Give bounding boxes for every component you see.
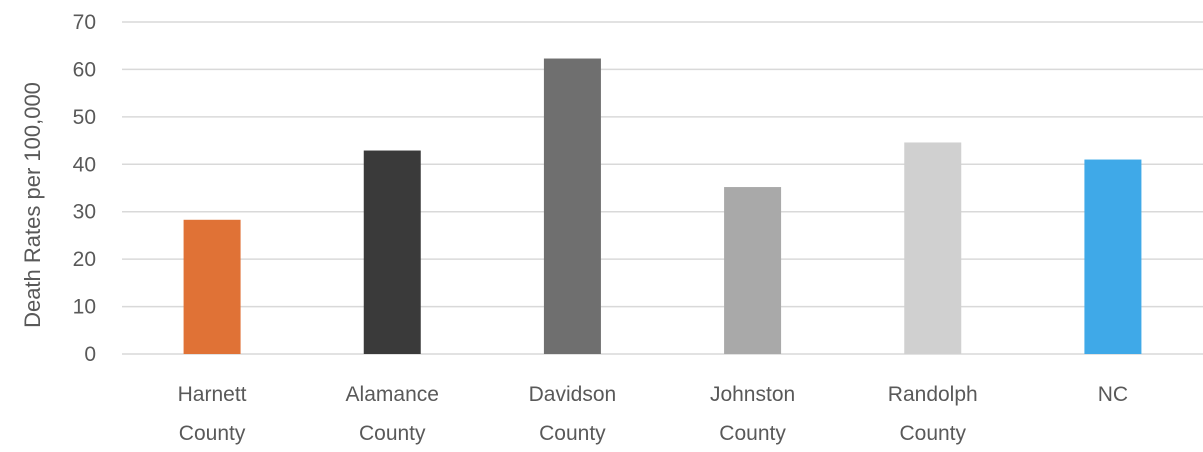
y-tick-label: 40 [73,153,96,176]
x-category-label: NC [1098,383,1128,406]
y-tick-label: 30 [73,201,96,224]
bar [543,58,601,355]
bar [724,187,782,354]
bar [363,150,421,354]
y-tick-label: 0 [84,343,96,366]
x-category-label: Johnston County [710,383,795,445]
x-axis-categories: Harnett County Alamance County Davidson Count… [178,383,1128,445]
x-category-label: Randolph County [888,383,978,445]
x-category-label: Alamance County [346,383,439,445]
x-category-label: Davidson County [529,383,617,445]
bar [1084,159,1142,354]
x-category-label: Harnett County [178,383,247,445]
bar [183,219,241,354]
y-axis-ticks: 0 10 20 30 40 50 60 70 [73,11,96,366]
bars [183,58,1142,355]
gridlines [122,21,1203,355]
y-tick-label: 50 [73,106,96,129]
y-tick-label: 10 [73,296,96,319]
bar [904,142,962,354]
y-axis-label: Death Rates per 100,000 [20,82,45,328]
y-tick-label: 20 [73,248,96,271]
y-tick-label: 60 [73,58,96,81]
y-tick-label: 70 [73,11,96,34]
